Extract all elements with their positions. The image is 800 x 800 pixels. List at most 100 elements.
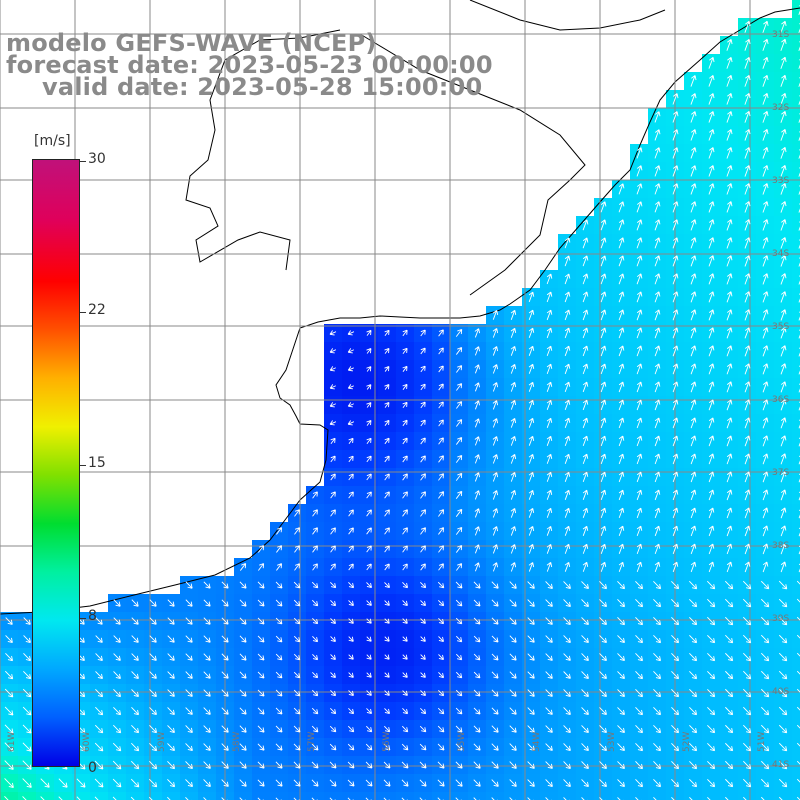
- wind-arrow: [366, 600, 372, 606]
- wind-arrow: [420, 654, 426, 660]
- wind-arrow: [473, 617, 481, 625]
- wind-arrow: [329, 761, 337, 769]
- wind-arrow: [438, 599, 445, 607]
- wind-arrow: [654, 453, 661, 465]
- wind-arrow: [366, 527, 372, 535]
- wind-arrow: [491, 707, 499, 715]
- wind-arrow: [330, 473, 336, 481]
- wind-arrow: [294, 527, 300, 535]
- wind-cell: [450, 792, 469, 800]
- wind-arrow: [293, 653, 301, 661]
- colorbar-label-30: 30: [88, 151, 106, 167]
- wind-cell: [792, 216, 800, 235]
- wind-arrow: [689, 616, 698, 626]
- wind-arrow: [780, 291, 787, 303]
- wind-arrow: [473, 761, 481, 769]
- wind-cell: [756, 792, 775, 800]
- wind-arrow: [780, 201, 787, 213]
- wind-arrow: [708, 561, 715, 573]
- wind-cell: [684, 792, 703, 800]
- wind-arrow: [707, 742, 716, 752]
- wind-arrow: [743, 670, 752, 680]
- wind-arrow: [744, 74, 751, 87]
- wind-arrow: [474, 544, 480, 554]
- wind-arrow: [402, 527, 408, 535]
- wind-arrow: [419, 779, 427, 787]
- longitude-label: 52W: [682, 732, 692, 752]
- wind-arrow: [94, 796, 99, 800]
- wind-arrow: [599, 707, 607, 716]
- wind-arrow: [509, 689, 517, 697]
- wind-arrow: [708, 75, 715, 87]
- wind-arrow: [131, 653, 139, 661]
- wind-arrow: [778, 706, 788, 716]
- wind-cell: [234, 792, 253, 800]
- wind-arrow: [778, 634, 788, 644]
- wind-arrow: [762, 255, 769, 267]
- colorbar-units: [m/s]: [34, 133, 71, 149]
- wind-arrow: [366, 509, 372, 517]
- wind-arrow: [510, 544, 517, 554]
- wind-arrow: [690, 363, 697, 375]
- wind-arrow: [221, 779, 229, 787]
- latitude-label: 35S: [772, 322, 789, 332]
- wind-arrow: [564, 309, 571, 321]
- wind-arrow: [726, 93, 733, 105]
- wind-arrow: [672, 435, 679, 447]
- wind-arrow: [690, 291, 697, 303]
- wind-arrow: [167, 689, 175, 697]
- wind-arrow: [780, 20, 787, 33]
- wind-arrow: [239, 743, 247, 751]
- wind-arrow: [618, 381, 625, 393]
- wind-arrow: [564, 453, 571, 464]
- wind-arrow: [294, 509, 300, 517]
- wind-cell: [792, 684, 800, 703]
- wind-arrow: [582, 453, 589, 465]
- wind-arrow: [636, 525, 643, 537]
- wind-cell: [792, 486, 800, 505]
- wind-arrow: [438, 419, 444, 427]
- wind-arrow: [528, 399, 535, 410]
- wind-arrow: [293, 779, 301, 787]
- wind-arrow: [635, 580, 644, 590]
- wind-arrow: [726, 38, 733, 51]
- wind-arrow: [203, 743, 211, 751]
- wind-arrow: [221, 707, 229, 715]
- wind-arrow: [438, 545, 444, 553]
- wind-arrow: [257, 743, 265, 751]
- wind-arrow: [672, 345, 679, 357]
- wind-arrow: [348, 582, 355, 589]
- wind-arrow: [347, 402, 354, 408]
- wind-arrow: [384, 600, 390, 606]
- wind-cell: [90, 792, 109, 800]
- wind-arrow: [780, 363, 787, 375]
- wind-arrow: [672, 93, 679, 105]
- wind-arrow: [600, 381, 607, 393]
- wind-arrow: [672, 291, 679, 303]
- wind-arrow: [384, 347, 390, 354]
- wind-arrow: [438, 654, 444, 661]
- wind-arrow: [690, 543, 697, 555]
- longitude-label: 53W: [607, 732, 617, 752]
- wind-cell: [792, 270, 800, 289]
- wind-arrow: [778, 688, 788, 698]
- wind-arrow: [796, 796, 800, 800]
- wind-arrow: [564, 525, 571, 536]
- wind-cell: [792, 522, 800, 541]
- wind-arrow: [654, 363, 661, 375]
- wind-arrow: [635, 599, 644, 608]
- wind-arrow: [348, 509, 354, 517]
- longitude-labels: 61W 60W 59W 58W 57W 56W 55W 54W 53W 52W 51W: [7, 732, 767, 752]
- wind-arrow: [221, 761, 229, 769]
- wind-arrow: [725, 742, 734, 752]
- wind-arrow: [149, 725, 157, 734]
- wind-arrow: [726, 543, 733, 555]
- wind-arrow: [95, 653, 103, 661]
- wind-arrow: [330, 690, 337, 697]
- wind-arrow: [348, 473, 354, 481]
- wind-arrow: [203, 761, 211, 769]
- wind-arrow: [546, 273, 553, 285]
- wind-arrow: [654, 219, 661, 231]
- wind-arrow: [762, 453, 769, 465]
